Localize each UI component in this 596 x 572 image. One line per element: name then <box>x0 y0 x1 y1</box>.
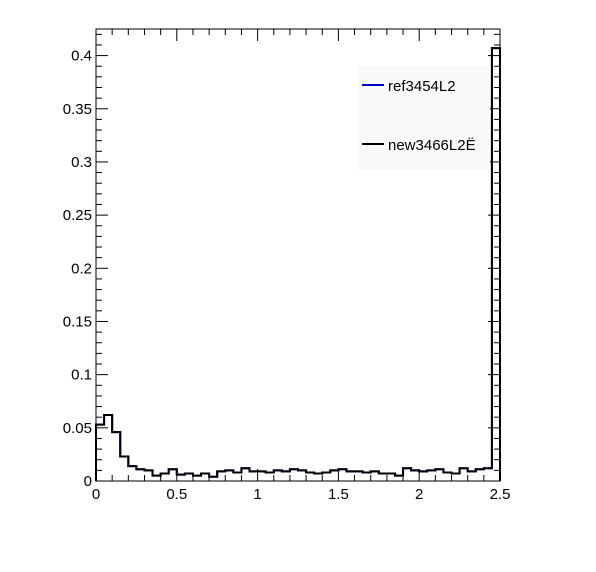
histogram-series-1 <box>95 47 501 481</box>
y-tick-label: 0.3 <box>71 154 92 171</box>
y-tick-label: 0.05 <box>63 420 92 437</box>
y-tick-label: 0.35 <box>63 101 92 118</box>
y-tick-label: 0.1 <box>71 367 92 384</box>
y-tick-label: 0.15 <box>63 313 92 330</box>
x-tick-label: 0.5 <box>166 486 187 503</box>
series-layer <box>95 47 501 481</box>
y-tick-label: 0.4 <box>71 48 92 65</box>
y-tick-label: 0 <box>84 473 92 490</box>
legend-box <box>358 66 490 170</box>
legend: ref3454L2 new3466L2Ë <box>358 66 490 170</box>
x-tick-label: 2.5 <box>490 486 511 503</box>
ticks-layer <box>95 29 501 482</box>
legend-label-new: new3466L2Ë <box>388 137 476 154</box>
y-tick-label: 0.2 <box>71 260 92 277</box>
x-tick-label: 1.5 <box>328 486 349 503</box>
legend-label-ref: ref3454L2 <box>388 78 456 95</box>
y-tick-label: 0.25 <box>63 207 92 224</box>
plot-frame <box>95 28 501 482</box>
y-tick-labels: 0 0.05 0.1 0.15 0.2 0.25 0.3 0.35 0.4 <box>63 48 92 490</box>
x-tick-labels: 0 0.5 1 1.5 2 2.5 <box>92 486 511 503</box>
x-tick-label: 2 <box>415 486 423 503</box>
x-tick-label: 0 <box>92 486 100 503</box>
x-tick-label: 1 <box>253 486 261 503</box>
